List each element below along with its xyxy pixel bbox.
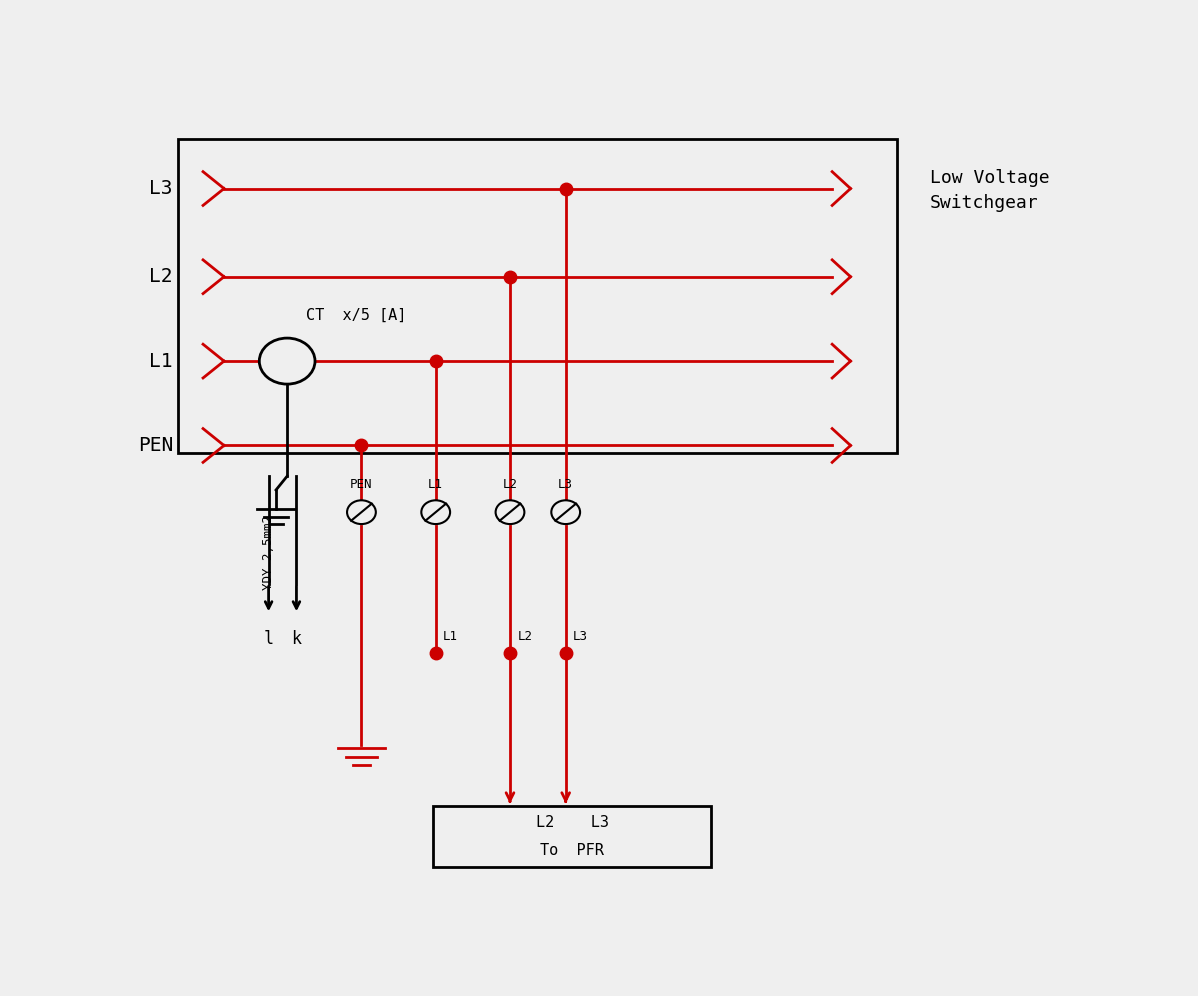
Circle shape — [347, 500, 376, 524]
Text: L2    L3: L2 L3 — [536, 816, 609, 831]
Text: L3: L3 — [558, 478, 573, 491]
Bar — [177, 138, 897, 453]
Text: L1: L1 — [443, 630, 458, 643]
Text: L2: L2 — [518, 630, 532, 643]
Text: k: k — [291, 629, 302, 647]
Text: PEN: PEN — [138, 436, 173, 455]
Circle shape — [496, 500, 525, 524]
Text: YDY 2,5mm2: YDY 2,5mm2 — [262, 515, 276, 591]
Text: L3: L3 — [573, 630, 588, 643]
Circle shape — [551, 500, 580, 524]
Text: L2: L2 — [502, 478, 518, 491]
Text: L1: L1 — [150, 352, 173, 371]
Text: PEN: PEN — [350, 478, 373, 491]
Text: l: l — [264, 629, 273, 647]
Text: L2: L2 — [150, 267, 173, 286]
Text: To  PFR: To PFR — [540, 843, 604, 858]
Text: L3: L3 — [150, 179, 173, 198]
Text: L1: L1 — [428, 478, 443, 491]
Text: Low Voltage
Switchgear: Low Voltage Switchgear — [930, 169, 1049, 212]
Bar — [432, 806, 712, 868]
Circle shape — [259, 338, 315, 384]
Text: CT  x/5 [A]: CT x/5 [A] — [305, 308, 406, 323]
Circle shape — [422, 500, 450, 524]
